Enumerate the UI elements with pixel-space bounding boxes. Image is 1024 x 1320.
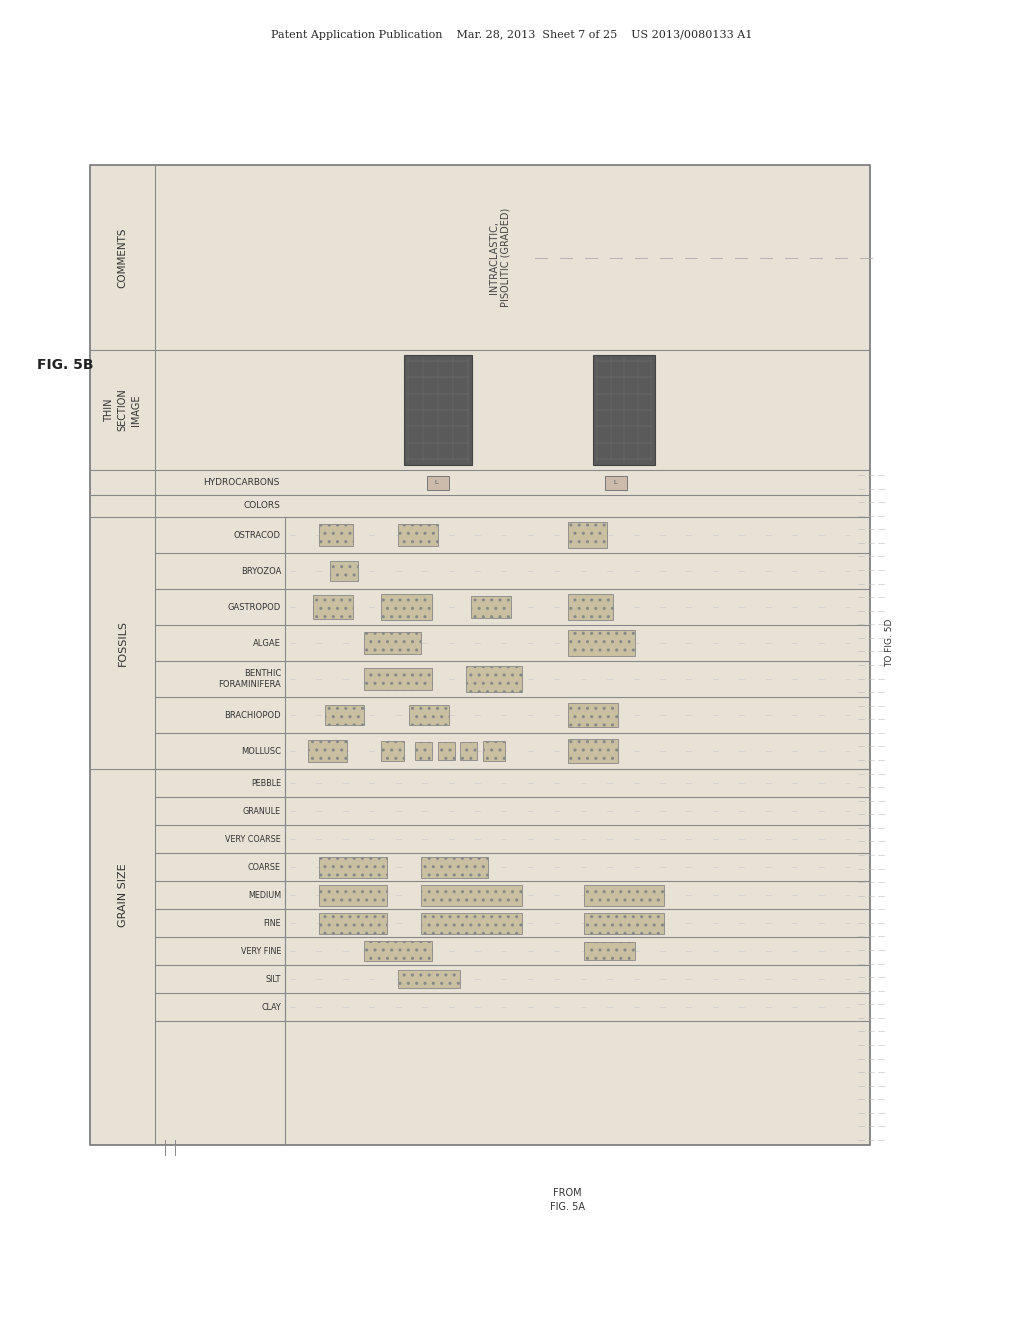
Text: GRAIN SIZE: GRAIN SIZE: [118, 863, 128, 927]
Bar: [410, 705, 449, 725]
Text: FOSSILS: FOSSILS: [118, 620, 128, 667]
Text: FINE: FINE: [263, 919, 281, 928]
Bar: [365, 668, 432, 690]
Bar: [381, 741, 403, 760]
Text: HYDROCARBONS: HYDROCARBONS: [204, 478, 280, 487]
Text: GRANULE: GRANULE: [243, 807, 281, 816]
Text: L.: L.: [435, 480, 440, 484]
Bar: [466, 667, 522, 692]
Bar: [471, 597, 511, 618]
Text: GASTROPOD: GASTROPOD: [227, 602, 281, 611]
Text: FROM
FIG. 5A: FROM FIG. 5A: [550, 1188, 585, 1212]
Bar: [593, 355, 655, 465]
Bar: [421, 884, 522, 906]
Bar: [403, 355, 471, 465]
Bar: [427, 475, 449, 490]
Bar: [381, 594, 432, 619]
Bar: [313, 595, 353, 619]
Bar: [585, 884, 664, 906]
Bar: [318, 912, 387, 933]
Text: COLORS: COLORS: [243, 502, 280, 511]
Text: VERY COARSE: VERY COARSE: [225, 834, 281, 843]
Text: L.: L.: [613, 480, 618, 484]
Bar: [421, 912, 522, 933]
Bar: [460, 742, 477, 760]
Text: COMMENTS: COMMENTS: [118, 227, 128, 288]
Bar: [567, 631, 635, 656]
Bar: [585, 942, 635, 960]
Text: CLAY: CLAY: [261, 1002, 281, 1011]
Text: COARSE: COARSE: [248, 862, 281, 871]
Bar: [398, 524, 437, 545]
Bar: [437, 742, 455, 760]
Text: PEBBLE: PEBBLE: [251, 779, 281, 788]
Text: BRACHIOPOD: BRACHIOPOD: [224, 710, 281, 719]
Bar: [567, 739, 618, 763]
Bar: [330, 561, 358, 581]
Bar: [585, 912, 664, 933]
Text: ALGAE: ALGAE: [253, 639, 281, 648]
Text: TO FIG. 5D: TO FIG. 5D: [886, 619, 895, 667]
Bar: [567, 594, 612, 619]
Text: INTRACLASTIC,
PISOLITIC (GRADED): INTRACLASTIC, PISOLITIC (GRADED): [488, 207, 511, 308]
Bar: [318, 524, 353, 545]
Bar: [421, 857, 488, 878]
Bar: [365, 632, 421, 653]
Bar: [398, 970, 460, 989]
Text: SILT: SILT: [265, 974, 281, 983]
Text: MEDIUM: MEDIUM: [248, 891, 281, 899]
Text: Patent Application Publication    Mar. 28, 2013  Sheet 7 of 25    US 2013/008013: Patent Application Publication Mar. 28, …: [271, 30, 753, 40]
Text: VERY FINE: VERY FINE: [241, 946, 281, 956]
Bar: [318, 857, 387, 878]
Bar: [307, 741, 347, 762]
Bar: [325, 705, 365, 725]
Text: BRYOZOA: BRYOZOA: [241, 566, 281, 576]
Bar: [415, 742, 432, 760]
Bar: [365, 941, 432, 961]
Bar: [482, 741, 506, 760]
Bar: [567, 523, 607, 548]
Text: OSTRACOD: OSTRACOD: [234, 531, 281, 540]
Bar: [605, 475, 627, 490]
Text: BENTHIC
FORAMINIFERA: BENTHIC FORAMINIFERA: [218, 669, 281, 689]
Text: MOLLUSC: MOLLUSC: [241, 747, 281, 755]
Text: FIG. 5B: FIG. 5B: [37, 358, 93, 372]
Bar: [567, 704, 618, 727]
Bar: [318, 884, 387, 906]
Text: THIN
SECTION
IMAGE: THIN SECTION IMAGE: [104, 388, 140, 432]
Bar: [90, 165, 870, 1144]
